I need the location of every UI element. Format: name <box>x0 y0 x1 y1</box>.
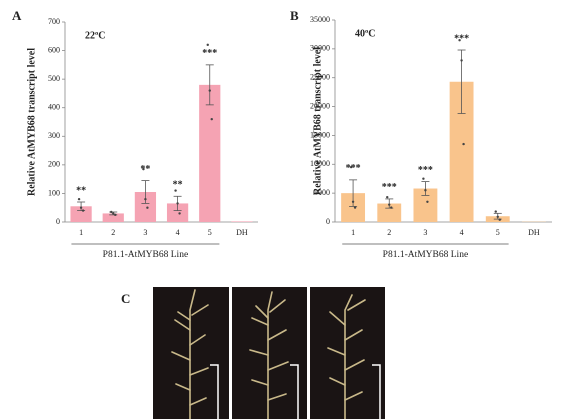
y-tick-label: 30000 <box>310 44 330 53</box>
x-tick-label: 4 <box>460 228 464 237</box>
data-point <box>424 189 427 192</box>
x-tick-label: DH <box>528 228 540 237</box>
x-tick-label: 1 <box>351 228 355 237</box>
x-axis-label: P81.1-AtMYB68 Line <box>383 250 469 260</box>
y-tick-label: 5000 <box>314 188 330 197</box>
y-tick-label: 100 <box>48 188 60 197</box>
data-point <box>426 200 429 203</box>
x-tick-label: DH <box>236 228 248 237</box>
bar <box>413 188 438 222</box>
data-point <box>142 167 145 171</box>
bar <box>377 203 402 222</box>
y-tick-label: 10000 <box>310 159 330 168</box>
data-point <box>498 218 501 221</box>
data-point <box>496 215 499 219</box>
data-point <box>77 197 81 201</box>
y-tick-label: 0 <box>326 217 330 226</box>
panel-label: C <box>121 291 130 306</box>
y-tick-label: 700 <box>48 17 60 26</box>
bar <box>134 192 157 222</box>
y-tick-label: 35000 <box>310 15 330 24</box>
error-bar <box>205 64 214 106</box>
photo <box>232 287 307 419</box>
significance: *** <box>454 33 469 44</box>
x-tick-label: 3 <box>143 228 147 237</box>
data-point <box>386 195 389 199</box>
data-point <box>174 189 177 192</box>
data-point <box>146 206 149 209</box>
data-point <box>462 142 465 146</box>
y-tick-label: 25000 <box>310 73 330 82</box>
y-axis-label: Relative AtMYB68 transcript level <box>26 48 37 196</box>
x-tick-label: 5 <box>496 228 500 237</box>
y-tick-label: 0 <box>56 217 60 226</box>
y-tick-label: 400 <box>48 103 60 112</box>
x-axis-label: P81.1-AtMYB68 Line <box>103 250 189 260</box>
panel-label: A <box>12 8 22 23</box>
x-tick-label: 4 <box>176 228 180 237</box>
data-point <box>206 43 209 47</box>
annotation: 22ºC <box>85 30 106 41</box>
significance: ** <box>76 185 86 196</box>
bar <box>199 84 221 222</box>
bar <box>449 81 474 222</box>
photo-panel <box>153 287 385 419</box>
significance: ** <box>140 164 150 175</box>
data-point <box>79 206 83 209</box>
scale-bracket <box>210 364 381 419</box>
data-point <box>353 206 357 209</box>
y-tick-label: 500 <box>48 74 60 83</box>
x-tick-label: 2 <box>111 228 115 237</box>
data-point <box>390 206 393 209</box>
data-point <box>460 59 463 62</box>
bar <box>231 221 253 222</box>
data-point <box>388 203 391 206</box>
data-point <box>178 212 181 215</box>
x-tick-label: 2 <box>387 228 391 237</box>
data-point <box>114 213 117 217</box>
y-axis-label: Relative AtMYB68 transcript level <box>312 47 323 195</box>
bar <box>166 203 189 222</box>
data-point <box>112 212 115 215</box>
significance: ** <box>173 180 183 191</box>
plant <box>171 289 366 419</box>
bar <box>102 213 124 222</box>
data-point <box>81 209 85 212</box>
data-point <box>458 39 461 42</box>
x-tick-label: 1 <box>79 228 83 237</box>
data-point <box>351 200 355 203</box>
y-tick-label: 600 <box>48 45 60 54</box>
data-point <box>349 165 353 169</box>
x-tick-label: 3 <box>423 228 427 237</box>
significance: *** <box>382 182 397 193</box>
y-tick-label: 15000 <box>310 130 330 139</box>
bar <box>341 193 366 222</box>
significance: *** <box>346 163 361 174</box>
bar <box>70 206 92 222</box>
annotation: 40ºC <box>355 28 376 39</box>
y-tick-label: 200 <box>48 160 60 169</box>
panel-label: B <box>290 8 299 23</box>
data-point <box>176 202 179 205</box>
photo <box>310 287 385 419</box>
data-point <box>208 89 211 92</box>
data-point <box>110 210 113 214</box>
error-bar <box>421 181 430 196</box>
data-point <box>210 117 213 121</box>
significance: *** <box>202 48 217 59</box>
y-tick-label: 20000 <box>310 101 330 110</box>
significance: *** <box>418 165 433 176</box>
x-tick-label: 5 <box>208 228 212 237</box>
data-point <box>144 197 147 201</box>
data-point <box>494 210 497 213</box>
data-point <box>422 177 425 180</box>
y-tick-label: 300 <box>48 131 60 140</box>
